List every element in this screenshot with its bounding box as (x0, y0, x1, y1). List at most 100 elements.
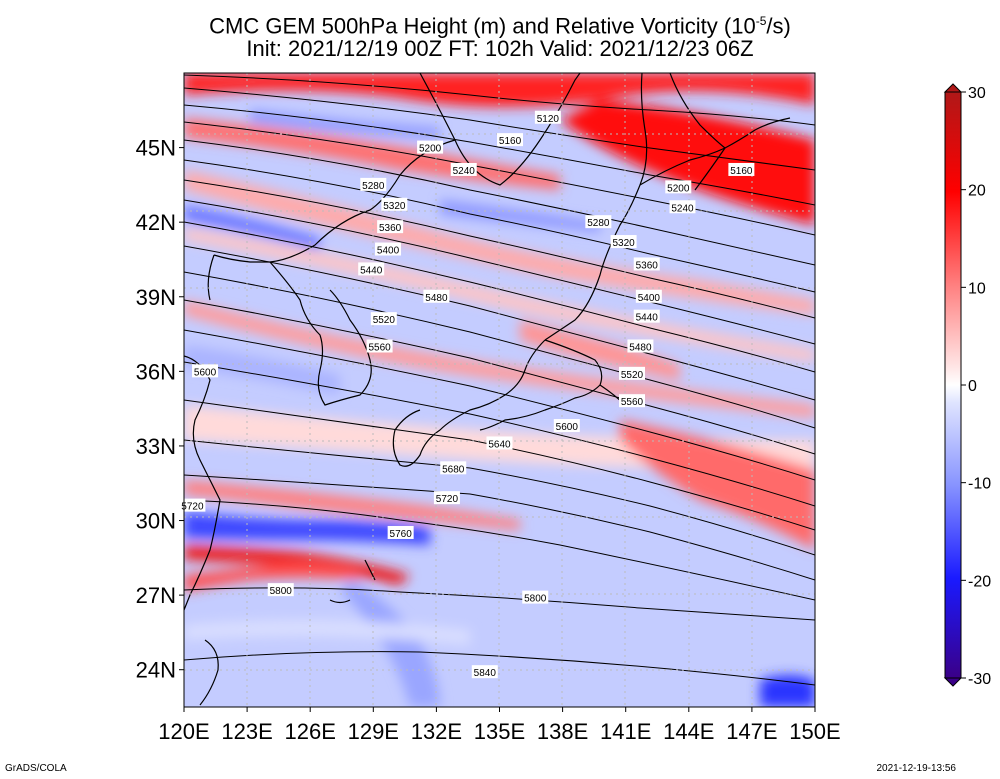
contour-label-bg (375, 242, 402, 256)
title-units: /s) (766, 13, 791, 39)
contour-label: 5160 (499, 136, 522, 147)
contour-label: 5680 (442, 464, 465, 475)
contour-label: 5240 (671, 203, 694, 214)
vorticity-field (184, 73, 815, 707)
contour-label: 5440 (636, 313, 659, 324)
colorbar-scale (944, 91, 962, 679)
contour-label: 5480 (425, 293, 448, 304)
lon-tick-label: 147E (726, 719, 777, 744)
contour-label-bg (635, 289, 662, 303)
contour-label: 5360 (379, 223, 402, 234)
lon-tick-label: 120E (158, 719, 209, 744)
contour-label-bg (440, 461, 467, 475)
contour-label-bg (433, 491, 460, 505)
contour-label: 5360 (636, 260, 659, 271)
lat-tick-label: 42N (136, 210, 176, 235)
map-subtitle: Init: 2021/12/19 00Z FT: 102h Valid: 202… (246, 36, 754, 61)
title-exponent: -5 (755, 14, 767, 28)
contour-label: 5520 (373, 315, 396, 326)
contour-label: 5720 (436, 494, 459, 505)
contour-label: 5240 (453, 166, 476, 177)
lon-tick-label: 141E (600, 719, 651, 744)
credit-label: GrADS/COLA (5, 763, 67, 774)
contour-label-bg (366, 339, 393, 353)
contour-label-bg (450, 162, 477, 176)
colorbar-tick-label: 20 (968, 183, 986, 200)
contour-label-bg (728, 162, 755, 176)
contour-label: 5200 (419, 144, 442, 155)
contour-label: 5600 (194, 367, 217, 378)
contour-label: 5200 (667, 183, 690, 194)
contour-label: 5400 (377, 246, 400, 257)
lat-tick-label: 36N (136, 359, 176, 384)
contour-label: 5520 (621, 370, 644, 381)
contour-label-bg (179, 498, 206, 512)
contour-label-bg (423, 289, 450, 303)
lat-tick-label: 33N (136, 434, 176, 459)
colorbar-tick-label: -30 (968, 671, 991, 688)
contour-label-bg (417, 140, 444, 154)
colorbar-tick-label: -20 (968, 573, 991, 590)
contour-label: 5160 (730, 166, 753, 177)
lat-tick-label: 24N (136, 658, 176, 683)
contour-label-bg (669, 200, 696, 214)
contour-label: 5440 (360, 265, 383, 276)
contour-label-bg (633, 257, 660, 271)
contour-label-bg (534, 110, 561, 124)
colorbar-tick-label: 10 (968, 280, 986, 297)
lat-tick-label: 30N (136, 509, 176, 534)
height-contours (184, 74, 815, 686)
lon-tick-label: 123E (221, 719, 272, 744)
lon-tick-label: 144E (663, 719, 714, 744)
contour-label-bg (192, 364, 219, 378)
contour-label: 5320 (383, 201, 406, 212)
contour-label: 5560 (621, 397, 644, 408)
timestamp-label: 2021-12-19-13:56 (876, 763, 956, 774)
contour-label-bg (360, 177, 387, 191)
contour-label: 5600 (556, 422, 579, 433)
contour-label-bg (471, 665, 498, 679)
lon-tick-label: 138E (537, 719, 588, 744)
lon-tick-label: 132E (411, 719, 462, 744)
lat-tick-label: 45N (136, 136, 176, 161)
contour-label-bg (381, 197, 408, 211)
contour-label-bg (486, 436, 513, 450)
contour-label-bg (619, 366, 646, 380)
contour-label: 5280 (587, 218, 610, 229)
latitude-axis: 45N 42N 39N 36N 33N 30N 27N 24N (136, 136, 184, 683)
contour-label: 5480 (629, 342, 652, 353)
contour-label-bg (358, 262, 385, 276)
title-text: CMC GEM 500hPa Height (m) and Relative V… (209, 13, 756, 39)
contour-label: 5760 (390, 529, 413, 540)
contour-label: 5400 (638, 293, 661, 304)
colorbar-tick-label: 0 (968, 378, 977, 395)
colorbar: 30 20 10 0 -10 -20 -30 (943, 83, 991, 688)
colorbar-max-arrow (943, 83, 963, 93)
lat-tick-label: 27N (136, 583, 176, 608)
map-title: CMC GEM 500hPa Height (m) and Relative V… (0, 8, 1000, 39)
contour-label: 5840 (474, 668, 497, 679)
contour-label-bg (619, 394, 646, 408)
contour-label-bg (377, 220, 404, 234)
contour-label-bg (387, 525, 414, 539)
contour-label: 5120 (537, 114, 560, 125)
lon-tick-label: 150E (789, 719, 840, 744)
contour-label-bg (497, 133, 524, 147)
colorbar-tick-label: -10 (968, 476, 991, 493)
contour-label-bg (267, 583, 294, 597)
contour-label-bg (610, 235, 637, 249)
lon-tick-label: 129E (348, 719, 399, 744)
coastlines (184, 73, 791, 706)
colorbar-min-arrow (943, 677, 963, 687)
contour-labels: 5120 5160 5200 5240 5280 5320 5360 5400 5440 5480… (179, 110, 755, 679)
lon-tick-label: 135E (474, 719, 525, 744)
contour-label-bg (585, 215, 612, 229)
lat-tick-label: 39N (136, 285, 176, 310)
colorbar-tick-label: 30 (968, 85, 986, 102)
contour-label-bg (370, 312, 397, 326)
contour-label: 5560 (368, 342, 391, 353)
contour-label: 5800 (524, 594, 547, 605)
contour-label: 5720 (181, 502, 204, 513)
contour-label: 5280 (362, 181, 385, 192)
contour-label-bg (553, 419, 580, 433)
